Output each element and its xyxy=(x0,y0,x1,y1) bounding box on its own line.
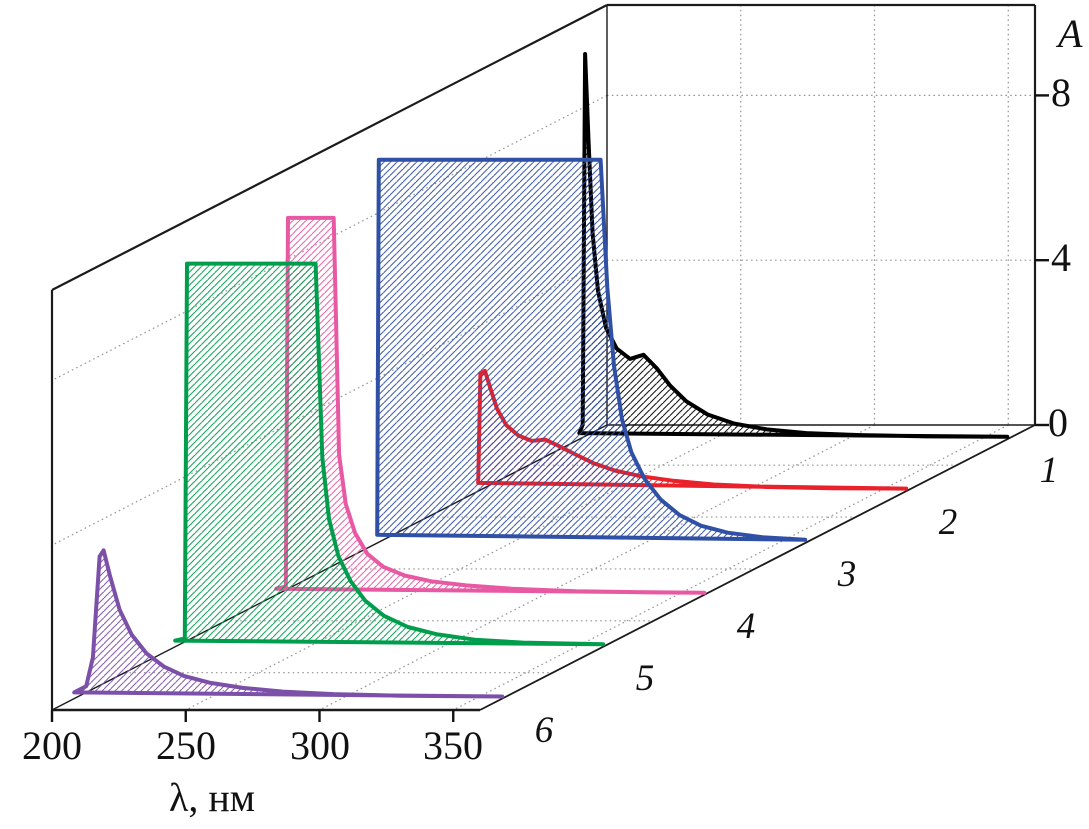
spectrum-3-curve xyxy=(375,157,808,542)
spectrum-1-curve xyxy=(577,52,1010,439)
x-tick-300: 300 xyxy=(290,723,350,768)
z-tick-8: 8 xyxy=(1051,70,1071,115)
grid-lines xyxy=(51,5,1035,711)
series-label-3: 3 xyxy=(837,554,857,595)
series-label-6: 6 xyxy=(535,710,554,751)
series-label-5: 5 xyxy=(636,658,655,699)
x-tick-350: 350 xyxy=(423,723,483,768)
axis-ticks xyxy=(50,94,1049,722)
z-tick-0: 0 xyxy=(1048,400,1068,445)
z-tick-4: 4 xyxy=(1051,235,1071,280)
x-tick-200: 200 xyxy=(22,723,82,768)
series-label-4: 4 xyxy=(737,606,756,647)
x-tick-250: 250 xyxy=(156,723,216,768)
z-axis-title: A xyxy=(1058,11,1083,56)
series-label-1: 1 xyxy=(1040,450,1059,491)
spectrum-5-curve xyxy=(173,261,606,647)
series-label-2: 2 xyxy=(939,502,958,543)
x-axis-title: λ, нм xyxy=(168,775,256,820)
spectrum-6-curve xyxy=(72,548,505,699)
